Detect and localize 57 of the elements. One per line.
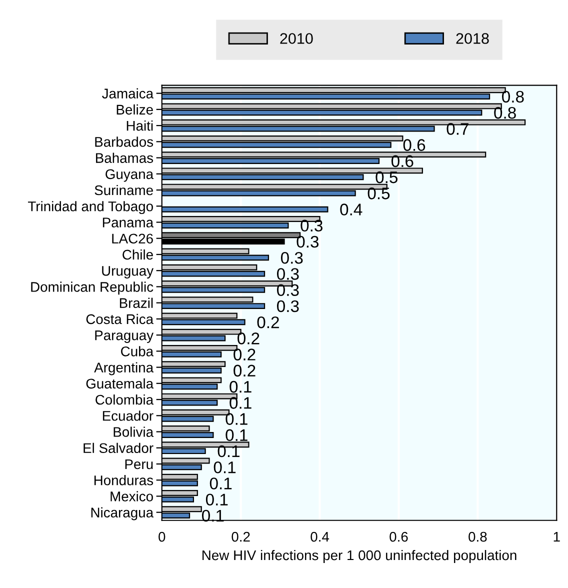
y-tick-label: Jamaica [102, 88, 154, 98]
data-label: 0.4 [340, 204, 362, 216]
y-tick-label: Bahamas [96, 152, 154, 163]
y-tick-label: Panama [102, 218, 154, 228]
data-label: 0.2 [234, 348, 256, 360]
y-tick-label: Ecuador [102, 410, 154, 421]
y-tick-label: Chile [122, 249, 153, 260]
data-label: 0.1 [214, 461, 236, 474]
data-label: 0.2 [234, 364, 256, 377]
data-label: 0.2 [257, 316, 279, 328]
y-tick-label: Costa Rica [86, 314, 154, 324]
y-tick-label: Brazil [120, 298, 153, 308]
y-tick-label: Argentina [94, 362, 154, 376]
y-tick-label: Mexico [110, 491, 153, 502]
data-label: 0.6 [403, 139, 426, 151]
legend-label: 2018 [456, 33, 489, 44]
y-tick-label: Suriname [94, 184, 153, 196]
data-label: 0.1 [206, 494, 228, 506]
data-label: 0.1 [210, 478, 232, 490]
x-tick-label: 1 [554, 532, 560, 542]
x-tick-label: 0 [158, 532, 166, 542]
data-label: 0.1 [226, 429, 248, 442]
data-label: 0.7 [446, 123, 468, 135]
y-tick-label: Trinidad and Tobago [28, 201, 153, 214]
legend-label: 2010 [280, 33, 313, 44]
data-label: 0.3 [296, 236, 319, 248]
y-tick-label: Guatemala [86, 378, 154, 389]
x-axis-title: New HIV infections per 1 000 uninfected population [202, 550, 516, 563]
x-tick-label: 0.6 [390, 532, 408, 542]
y-tick-label: Nicaragua [91, 507, 154, 520]
y-tick-label: Guyana [106, 169, 154, 182]
data-label: 0.1 [226, 413, 248, 425]
y-tick-label: Cuba [121, 346, 154, 356]
x-tick-label: 0.2 [232, 532, 250, 542]
y-tick-label: El Salvador [84, 442, 154, 454]
y-tick-label: Peru [125, 459, 153, 470]
data-label: 0.8 [494, 106, 516, 119]
y-tick-label: Dominican Republic [31, 282, 154, 295]
data-label: 0.1 [230, 397, 252, 409]
data-label: 0.5 [368, 188, 390, 200]
y-tick-label: Bolivia [114, 426, 154, 437]
y-tick-label: Paraguay [95, 330, 154, 343]
x-tick-label: 0.4 [310, 532, 330, 542]
data-label: 0.8 [502, 90, 524, 103]
y-tick-label: Belize [116, 104, 153, 115]
data-label: 0.2 [238, 332, 260, 344]
y-tick-label: Honduras [94, 475, 154, 486]
y-tick-label: Barbados [95, 136, 154, 147]
y-tick-label: Uruguay [102, 266, 154, 279]
y-tick-label: LAC26 [112, 234, 153, 244]
data-label: 0.3 [277, 300, 299, 312]
x-tick-label: 0.8 [468, 532, 487, 542]
data-label: 0.1 [230, 380, 252, 393]
y-tick-label: Colombia [96, 394, 154, 405]
data-label: 0.3 [277, 268, 299, 280]
data-label: 0.3 [280, 252, 303, 264]
y-tick-label: Haiti [126, 120, 153, 131]
